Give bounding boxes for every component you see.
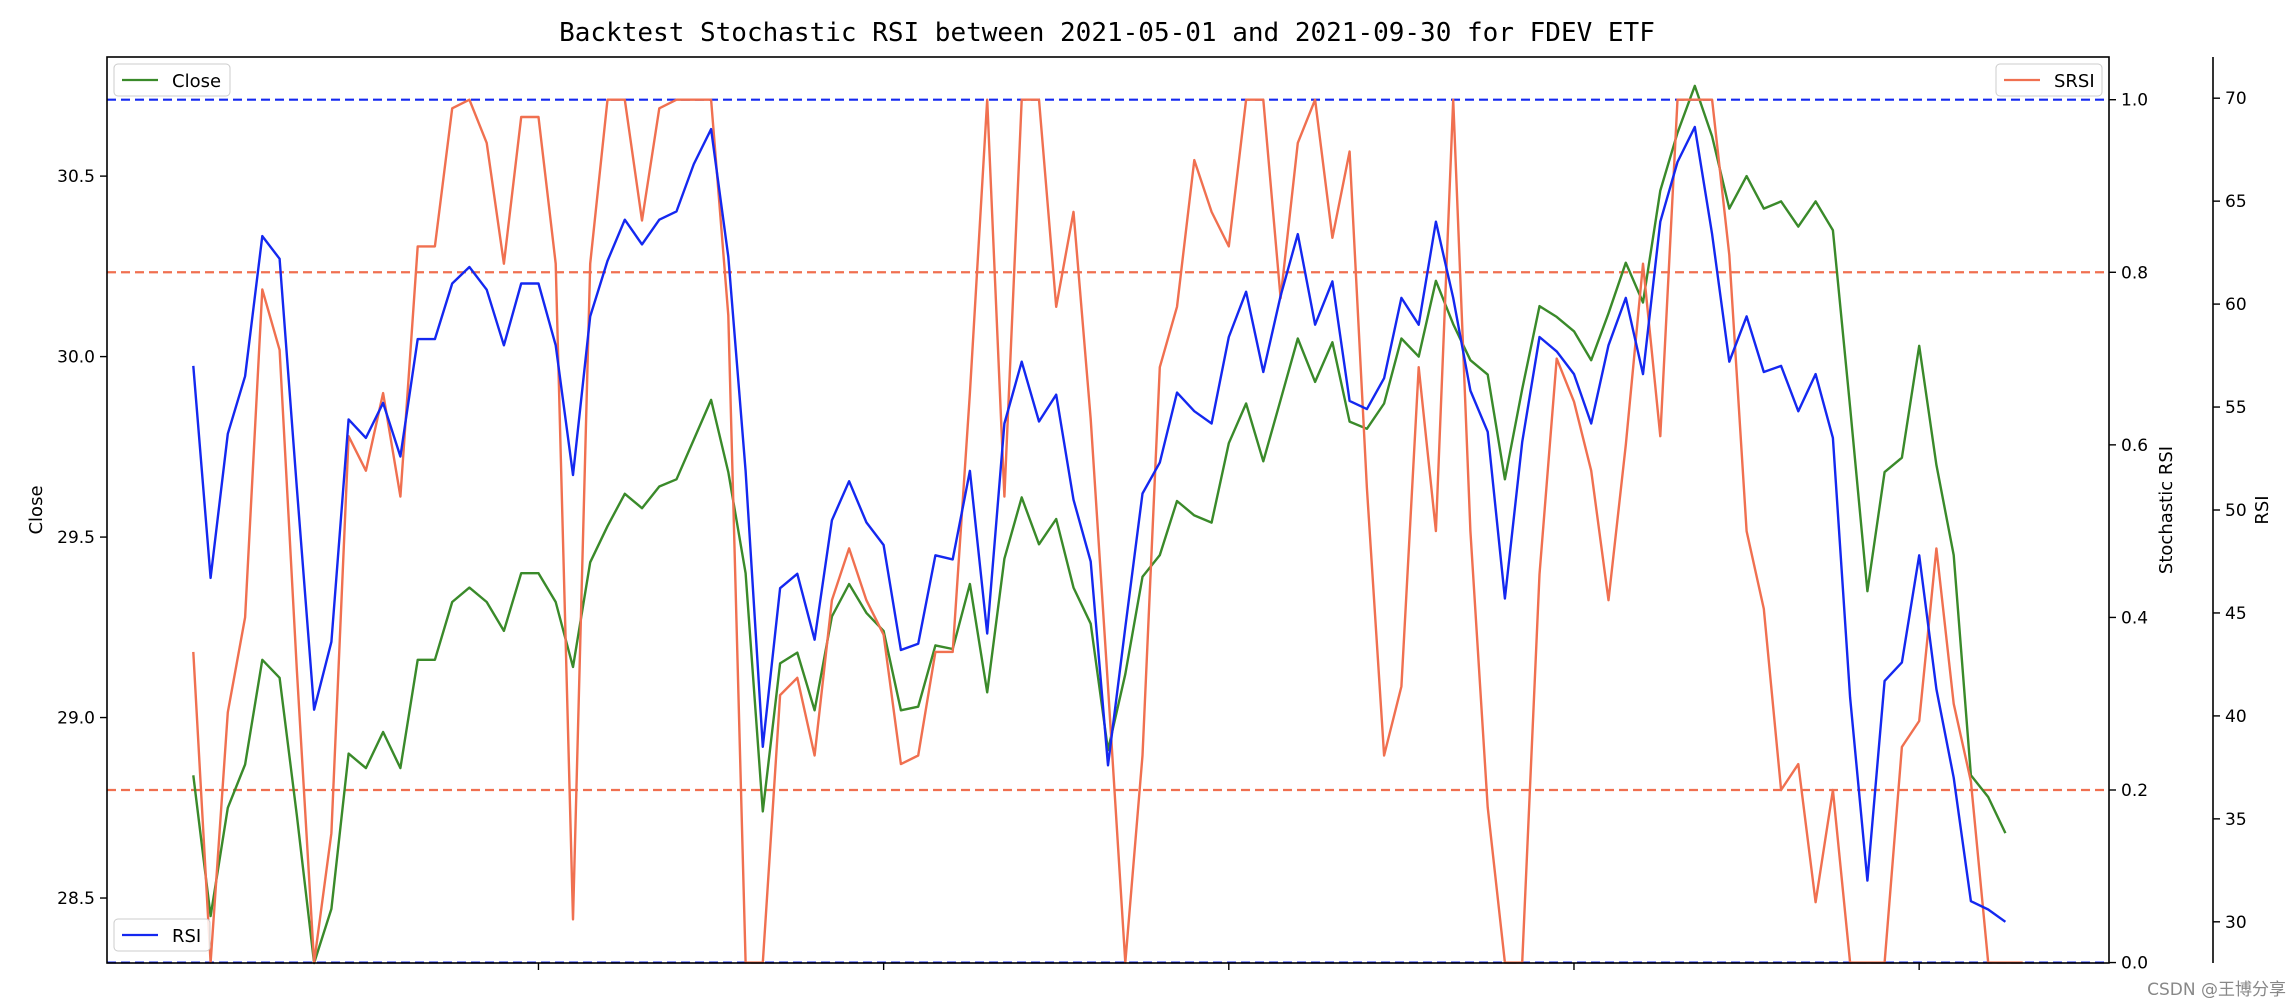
close-tick-label-3: 30.0 [57,348,95,368]
close-axis-label: Close [26,485,47,534]
chart-title: Backtest Stochastic RSI between 2021-05-… [559,18,1655,48]
srsi-tick-label-0: 0.0 [2121,954,2148,974]
close-tick-label-2: 29.5 [57,528,95,548]
series-rsi-line [192,125,2007,923]
srsi-axis-label: Stochastic RSI [2156,446,2177,574]
legend-rsi: RSI [113,918,211,952]
close-axis-ticks: 28.5 29.0 29.5 30.0 30.5 [57,167,107,909]
legend-close-label: Close [172,71,221,92]
rsi-tick-label-1: 35 [2225,810,2247,830]
srsi-tick-label-3: 0.6 [2121,436,2148,456]
x-axis-ticks [537,963,1920,970]
srsi-tick-label-2: 0.4 [2121,608,2148,628]
srsi-tick-label-4: 0.8 [2121,263,2148,283]
srsi-tick-label-5: 1.0 [2121,91,2148,111]
legend-srsi-label: SRSI [2054,71,2095,92]
rsi-tick-label-3: 45 [2225,604,2247,624]
srsi-axis-ticks: 0.0 0.2 0.4 0.6 0.8 1.0 [2109,91,2148,974]
rsi-axis-ticks: 30 35 40 45 50 55 60 65 70 [2213,89,2247,933]
series-layer [192,84,2023,965]
plot-frame [106,56,2110,964]
rsi-tick-label-8: 70 [2225,89,2247,109]
rsi-axis-label: RSI [2252,495,2273,524]
series-close-line [192,84,2007,965]
rsi-tick-label-7: 65 [2225,192,2247,212]
rsi-tick-label-2: 40 [2225,707,2247,727]
reference-lines [107,98,2109,964]
watermark: CSDN @王博分享 [2147,980,2286,1000]
legend-srsi: SRSI [1995,63,2103,97]
rsi-tick-label-6: 60 [2225,295,2247,315]
rsi-tick-label-4: 50 [2225,501,2247,521]
close-tick-label-0: 28.5 [57,889,95,909]
close-tick-label-4: 30.5 [57,167,95,187]
legend-close: Close [113,63,231,97]
series-srsi-line [192,98,2023,964]
rsi-tick-label-0: 30 [2225,913,2247,933]
close-tick-label-1: 29.0 [57,709,95,729]
rsi-tick-label-5: 55 [2225,398,2247,418]
legend-rsi-label: RSI [172,926,201,947]
srsi-tick-label-1: 0.2 [2121,781,2148,801]
